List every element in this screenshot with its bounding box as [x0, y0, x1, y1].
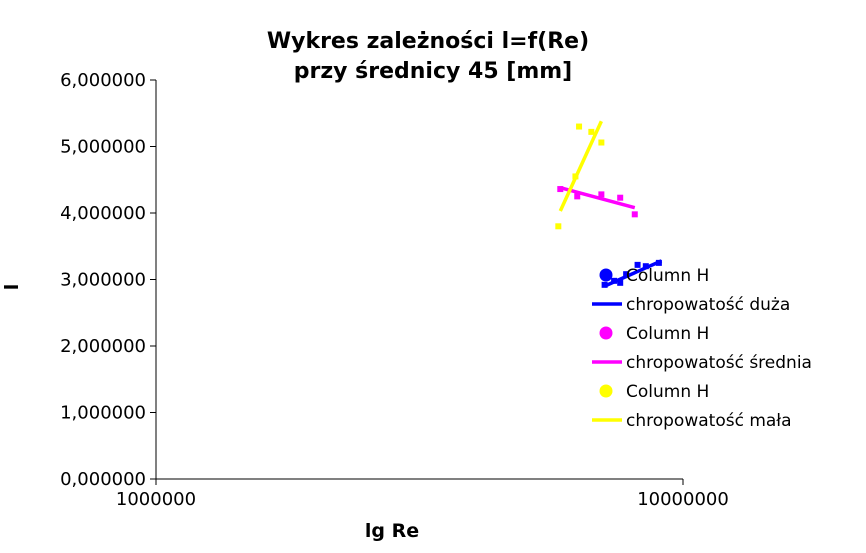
data-point — [574, 193, 581, 200]
data-point — [557, 186, 564, 193]
x-tick-label: 1000000 — [116, 489, 196, 510]
series-1 — [601, 259, 663, 288]
trend-line — [558, 120, 603, 212]
y-tick-label: 5,000000 — [60, 137, 146, 158]
legend-trend-label: chropowatość średnia — [626, 353, 812, 373]
data-point — [598, 191, 605, 198]
data-point — [576, 123, 583, 130]
legend-marker — [599, 384, 613, 398]
y-tick-label: 1,000000 — [60, 403, 146, 424]
x-tick-label: 10000000 — [637, 489, 729, 510]
data-point — [642, 263, 649, 270]
legend-label: Column H — [626, 266, 709, 286]
series-2 — [557, 186, 638, 218]
y-tick-label: 3,000000 — [60, 270, 146, 291]
chart-title-line-1: Wykres zależności l=f(Re) — [267, 29, 589, 54]
series-3 — [555, 120, 605, 230]
legend-marker — [599, 268, 613, 282]
y-tick-label: 2,000000 — [60, 336, 146, 357]
data-point — [617, 279, 624, 286]
data-point — [588, 128, 595, 135]
legend-marker — [599, 326, 613, 340]
legend-trend-label: chropowatość duża — [626, 295, 790, 315]
data-point — [623, 271, 630, 278]
y-tick-label: 6,000000 — [60, 70, 146, 91]
x-axis-label: lg Re — [365, 520, 419, 542]
trend-line — [559, 186, 636, 210]
data-point — [655, 259, 662, 266]
legend-label: Column H — [626, 324, 709, 344]
legend-label: Column H — [626, 382, 709, 402]
x-axis-ticks: 1000000 10000000 — [116, 479, 729, 510]
data-point — [634, 261, 641, 268]
data-point — [631, 211, 638, 218]
y-tick-label: 4,000000 — [60, 203, 146, 224]
legend-trend-label: chropowatość mała — [626, 411, 792, 431]
chart-title-line-2: przy średnicy 45 [mm] — [294, 59, 573, 84]
data-point — [601, 281, 608, 288]
data-point — [555, 223, 562, 230]
data-point — [598, 139, 605, 146]
y-axis-label: l — [1, 284, 23, 291]
data-point — [572, 173, 579, 180]
legend: Column H chropowatość duża Column H chropow… — [592, 266, 812, 431]
data-point — [611, 277, 618, 284]
y-tick-label: 0,000000 — [60, 469, 146, 490]
plot-area — [555, 120, 663, 288]
data-point — [617, 194, 624, 201]
y-axis-ticks: 0,000000 1,000000 2,000000 3,000000 4,000000… — [60, 70, 156, 490]
